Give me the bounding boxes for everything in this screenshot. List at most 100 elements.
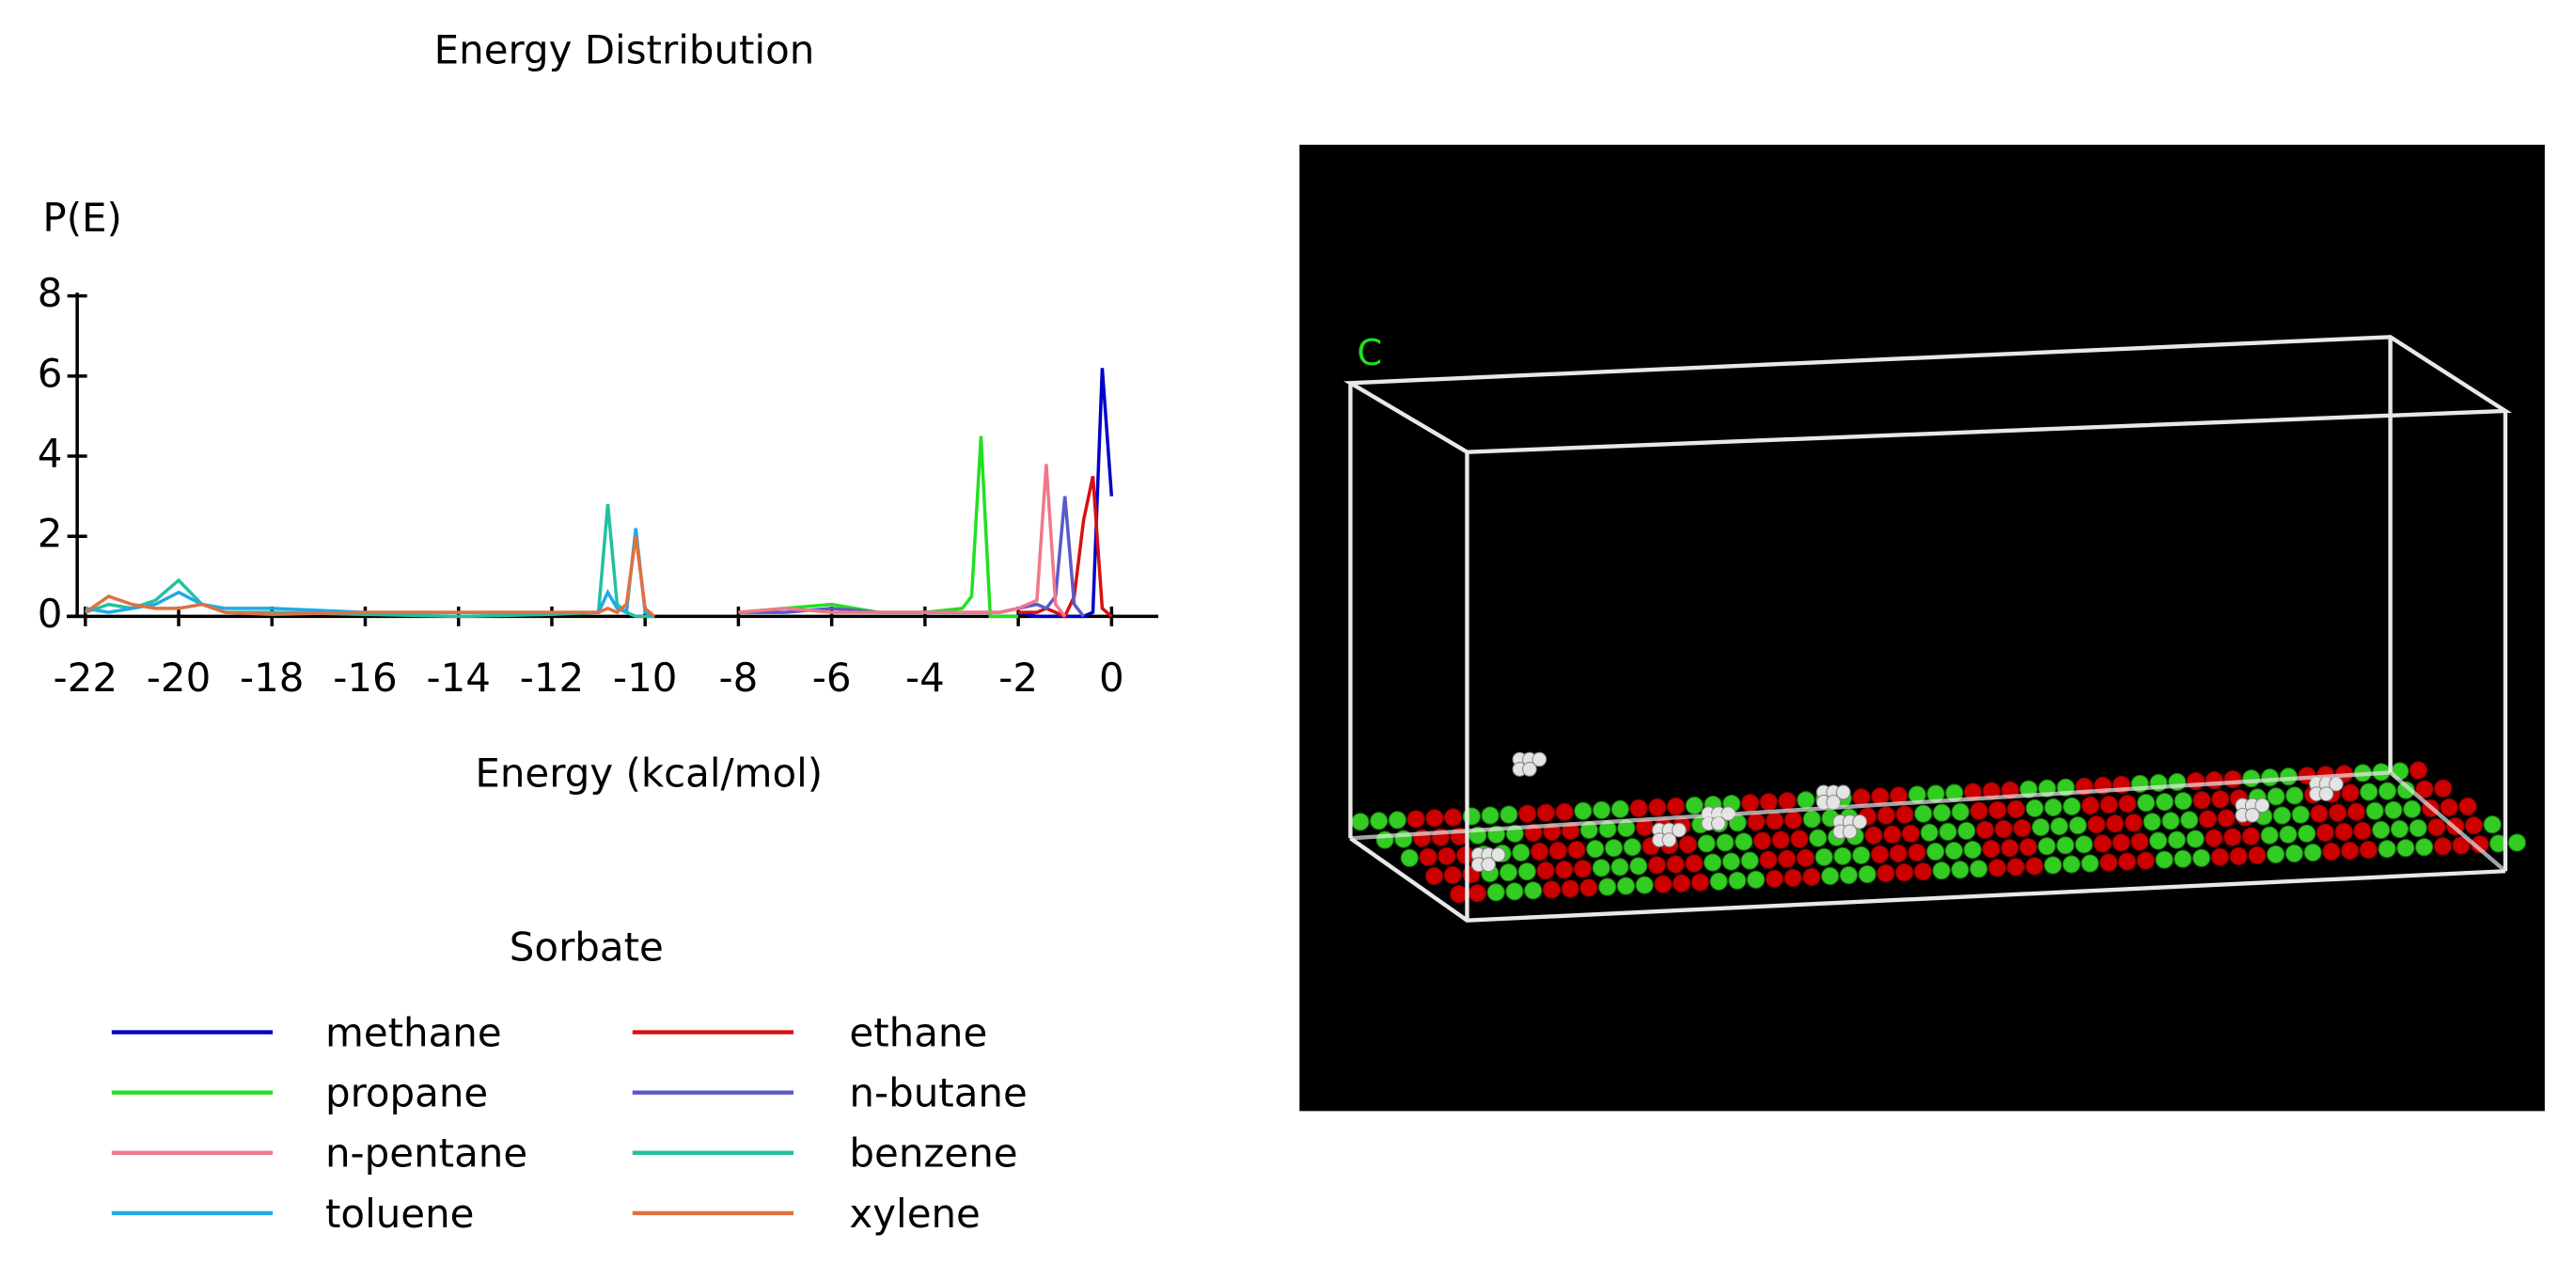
atom [2155, 850, 2174, 869]
atom [1864, 826, 1883, 845]
atom [1877, 864, 1895, 883]
atom [2340, 841, 2360, 861]
atom [1623, 838, 1641, 857]
sorbate-atom [2254, 798, 2270, 814]
atom [1530, 842, 1549, 861]
atom [2087, 815, 2106, 834]
atom [2427, 817, 2446, 837]
atom [2310, 804, 2329, 823]
x-tick-label: -22 [54, 655, 118, 701]
atom [1704, 853, 1722, 872]
x-tick-label: -14 [426, 655, 490, 701]
atom [2260, 768, 2280, 787]
atom [1592, 859, 1610, 877]
atom [2229, 846, 2248, 865]
atom [2285, 844, 2303, 863]
atom [1555, 802, 1574, 821]
atom [2013, 818, 2032, 838]
atom [1419, 847, 1437, 866]
atom [2155, 793, 2175, 812]
atom [1858, 864, 1877, 884]
atom [2378, 840, 2396, 859]
atom [1895, 863, 1914, 882]
atom [2186, 830, 2205, 848]
atom [2267, 787, 2285, 806]
atom [2341, 783, 2360, 802]
atom [1994, 819, 2013, 839]
legend-label: propane [325, 1070, 488, 1116]
atom [1970, 860, 1988, 878]
atom [1586, 840, 1605, 859]
atom [1574, 801, 1593, 820]
sorbate-atom [1842, 824, 1858, 840]
atom [1920, 823, 1939, 842]
atom [2359, 841, 2378, 860]
atom [2390, 819, 2409, 839]
atom [1747, 813, 1766, 831]
atom [1716, 833, 1735, 852]
atom [2137, 794, 2156, 813]
atom [2371, 820, 2391, 840]
cell-box [1343, 335, 2512, 923]
atom [1604, 839, 1624, 858]
atom [1951, 861, 1970, 879]
atom [1424, 866, 1444, 886]
atom [1797, 791, 1815, 810]
x-axis-label: Energy (kcal/mol) [475, 750, 823, 796]
atom [2415, 780, 2434, 798]
atom [2396, 839, 2415, 858]
atom [1926, 842, 1945, 861]
atom [1778, 849, 1797, 868]
atom [2452, 836, 2471, 855]
axis-indicator: C [1357, 332, 1382, 374]
atom [2483, 815, 2502, 834]
atom [2223, 828, 2242, 846]
atom [1425, 809, 1444, 828]
atom [2037, 837, 2056, 856]
atom [2297, 824, 2317, 843]
legend-label: n-pentane [325, 1130, 527, 1177]
atom [1666, 797, 1686, 816]
atom [2174, 849, 2192, 868]
atom [2433, 837, 2452, 856]
atom [1852, 788, 1871, 807]
legend-label: benzene [849, 1130, 1017, 1177]
atom [1351, 813, 1370, 831]
atom [2272, 806, 2291, 825]
y-axis-label: P(E) [42, 195, 121, 241]
atom [1517, 804, 1537, 823]
atom [1610, 858, 1629, 877]
series-line [1017, 368, 1114, 619]
sorbate-atom [2318, 786, 2334, 801]
atom [2365, 801, 2384, 820]
atom [2112, 833, 2130, 852]
atom [2143, 813, 2161, 831]
atom [1567, 841, 1586, 860]
legend-label: n-butane [849, 1070, 1027, 1116]
sorbate-atom [1661, 832, 1677, 847]
atom [2161, 812, 2180, 830]
atom [1579, 878, 1598, 897]
atom [2006, 858, 2025, 877]
atom [2260, 826, 2279, 845]
atom [1833, 846, 1852, 865]
x-tick-label: -10 [613, 655, 677, 701]
atom [1982, 840, 2001, 859]
atom [2353, 821, 2372, 841]
y-tick-label: 0 [38, 591, 63, 637]
atom [1740, 851, 1759, 870]
atom [1666, 855, 1685, 874]
atom [1635, 876, 1654, 894]
atom [2316, 823, 2334, 842]
atom [2136, 851, 2155, 870]
atom [1536, 861, 1555, 880]
x-tick-label: -18 [240, 655, 304, 701]
y-tick-label: 2 [38, 511, 63, 557]
atom [1388, 811, 1406, 830]
atom [1517, 862, 1536, 881]
atom [1802, 810, 1821, 829]
atom [2205, 829, 2223, 847]
